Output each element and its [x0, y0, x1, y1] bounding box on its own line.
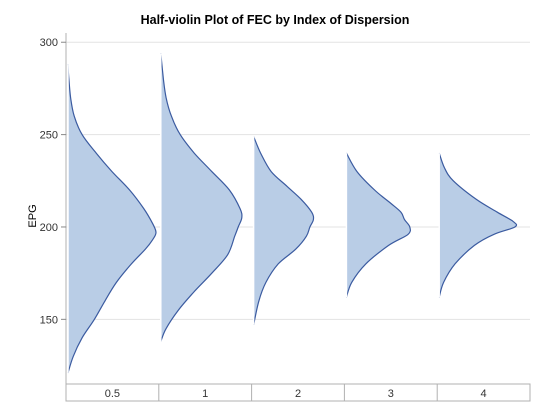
violin-fill-2 — [253, 136, 314, 325]
violin-outline-3 — [345, 152, 411, 298]
x-tick-label-1: 1 — [202, 388, 208, 400]
violin-outline-4 — [438, 152, 518, 298]
chart-title: Half-violin Plot of FEC by Index of Disp… — [141, 13, 410, 27]
y-tick-label-200: 200 — [40, 222, 58, 234]
violin-fill-1 — [160, 53, 242, 342]
x-tick-label-4: 4 — [481, 388, 487, 400]
x-tick-label-0.5: 0.5 — [105, 388, 120, 400]
y-axis-label: EPG — [27, 204, 39, 227]
grid-lines — [66, 41, 530, 320]
violin-outline-0.5 — [67, 64, 157, 374]
y-tick-label-250: 250 — [40, 130, 58, 142]
violin-fill-3 — [346, 153, 411, 298]
violin-fill-4 — [439, 153, 517, 298]
axes: 150 200 250 300 0.5 1 2 3 4 — [40, 33, 531, 402]
violin-outline-2 — [253, 136, 315, 326]
y-tick-label-300: 300 — [40, 37, 58, 49]
x-tick-label-3: 3 — [388, 388, 394, 400]
violin-fill-0.5 — [68, 64, 156, 373]
violin-series — [67, 53, 518, 374]
violin-outline-1 — [160, 53, 243, 342]
category-axis-band — [65, 383, 531, 402]
x-tick-label-2: 2 — [295, 388, 301, 400]
y-tick-label-150: 150 — [40, 314, 58, 326]
